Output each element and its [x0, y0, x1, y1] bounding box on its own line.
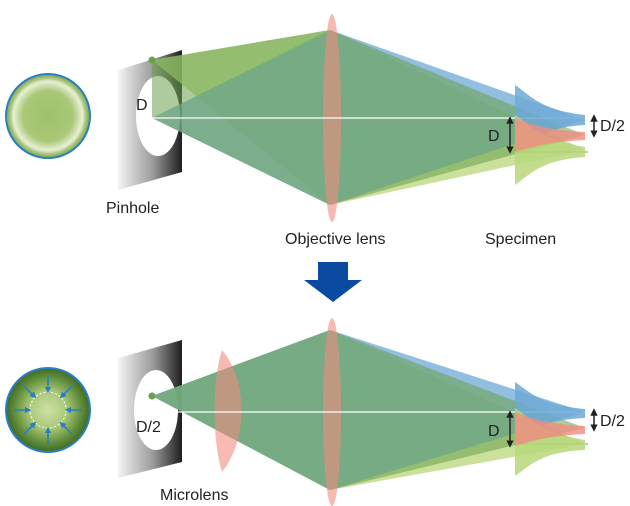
label-d-specimen-bottom: D: [488, 423, 500, 440]
top-panel: D D D/2 Pinhole Objective lens Specimen: [5, 14, 625, 248]
label-d-pinhole-top: D: [136, 97, 148, 114]
label-dhalf-pinhole-bottom: D/2: [136, 419, 161, 436]
converging-arrows-icon: [14, 376, 82, 444]
illumination-spot-top: [5, 73, 91, 159]
label-objective-lens: Objective lens: [285, 231, 386, 248]
overlap-beam-bottom: [152, 330, 585, 490]
profile-red-top: [515, 118, 585, 152]
label-d-specimen-top: D: [488, 128, 500, 145]
label-dhalf-specimen-bottom: D/2: [600, 413, 625, 430]
transition-arrow: [304, 262, 362, 302]
label-specimen: Specimen: [485, 231, 556, 248]
source-dot-bottom: [148, 392, 156, 400]
profile-red-bottom: [515, 412, 585, 446]
pinhole-aperture-bottom: [134, 370, 178, 450]
bottom-panel: D/2 D D/2 Microlens: [5, 318, 625, 506]
source-dot-top: [148, 56, 156, 64]
label-pinhole: Pinhole: [106, 200, 159, 217]
label-microlens: Microlens: [160, 487, 228, 504]
microlens: [214, 350, 242, 472]
label-dhalf-top: D/2: [600, 118, 625, 135]
